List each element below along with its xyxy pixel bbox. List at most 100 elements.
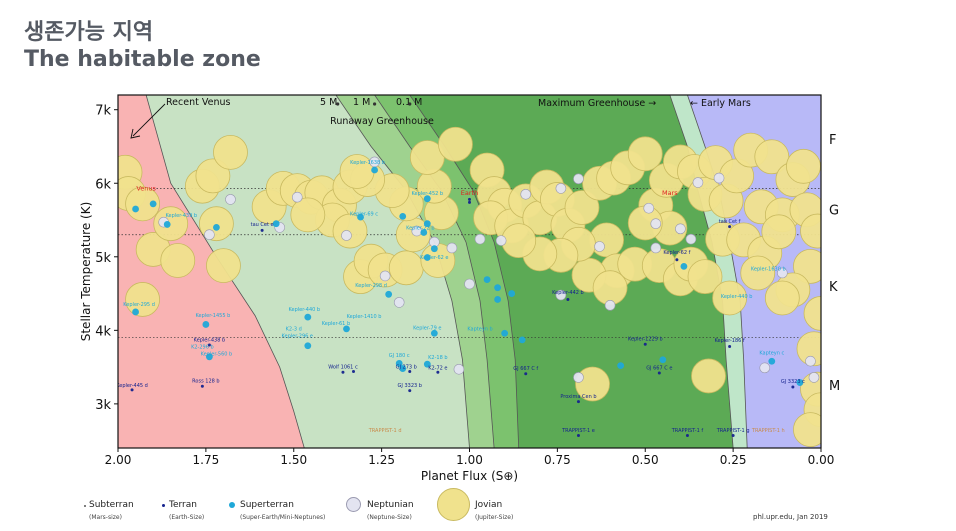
superterran-planet — [501, 329, 509, 337]
jovian-planet — [761, 214, 797, 250]
jovian-planet — [740, 255, 776, 291]
planet-label: Kepler-438 b — [194, 337, 226, 343]
recent-venus-arrow — [132, 103, 166, 137]
neptunian-planet — [594, 241, 605, 252]
planet-label: TRAPPIST-1 h — [751, 428, 785, 434]
jovian-planet — [125, 186, 161, 222]
mass-5-label: 5 M — [320, 97, 337, 108]
neptunian-planet — [555, 289, 567, 301]
superterran-planet — [483, 276, 491, 283]
superterran-planet — [304, 313, 312, 321]
x-tick-label: 0.25 — [720, 453, 747, 467]
recent-venus-label: Recent Venus — [166, 97, 231, 108]
neptunian-planet — [379, 270, 391, 282]
jovian-planet — [691, 358, 726, 394]
jovian-planet — [627, 136, 663, 172]
terran-planet — [791, 385, 795, 389]
planet-label: Kepler-452 b — [412, 191, 444, 197]
source-credit: phl.upr.edu, Jan 2019 — [753, 513, 828, 521]
terran-planet — [200, 384, 204, 388]
terran-planet — [352, 370, 356, 374]
legend-sub-jovian: (Jupiter-Size) — [475, 514, 514, 521]
jovian-planet — [195, 158, 231, 194]
terran-planet — [468, 197, 471, 201]
planet-label: Earth — [461, 189, 478, 197]
jovian-planet — [438, 126, 473, 162]
superterran-planet — [420, 229, 428, 236]
planet-label: Kapteyn c — [759, 351, 784, 357]
planet-label: Proxima Cen b — [560, 394, 596, 400]
y-axis-label: Stellar Temperature (K) — [79, 202, 93, 342]
jovian-planet — [687, 259, 723, 295]
early-mars-zone — [669, 95, 748, 448]
planet-label: GJ 3323 b — [398, 383, 422, 389]
planet-label: Kepler-79 e — [413, 326, 441, 332]
planet-label: Kepler-61 b — [322, 321, 350, 327]
legend-label-terran: Terran — [169, 500, 197, 510]
superterran-planet — [385, 290, 393, 298]
terran-planet — [643, 342, 647, 346]
planet-label: TRAPPIST-1 f — [671, 428, 704, 434]
superterran-planet — [494, 284, 502, 292]
planet-label: Kepler-298 d — [355, 283, 387, 289]
neptunian-planet — [453, 364, 465, 375]
planet-label: GJ 180 c — [389, 353, 410, 359]
y-tick-label: 5k — [95, 251, 111, 266]
superterran-planet — [371, 166, 378, 174]
superterran-planet — [132, 205, 139, 213]
neptunian-planet — [573, 372, 584, 383]
superterran-planet — [202, 321, 210, 328]
jovian-planet — [786, 148, 821, 184]
terran-planet — [731, 433, 735, 437]
jovian-planet — [213, 134, 248, 170]
planet-label: Kepler-186 f — [715, 338, 745, 344]
superterran-planet — [768, 357, 776, 365]
spectral-class-label: K — [829, 280, 838, 295]
planet-label: K2-3 d — [286, 326, 302, 332]
planet-label: K2-18 b — [428, 355, 447, 361]
terran-planet — [524, 372, 528, 376]
jovian-planet — [796, 331, 821, 367]
planet-label: TRAPPIST-1 d — [368, 428, 402, 434]
neptunian-planet — [604, 300, 616, 311]
legend-label-superterran: Superterran — [240, 500, 294, 510]
x-tick-label: 1.75 — [193, 453, 220, 467]
boundary-recent-venus — [145, 95, 305, 448]
neptunian-planet — [520, 188, 532, 200]
superterran-planet — [796, 379, 804, 386]
terran-planet — [468, 200, 471, 204]
x-tick-label: 1.00 — [456, 453, 483, 467]
terran-planet — [685, 433, 689, 437]
superterran-planet — [399, 212, 407, 220]
neptunian-planet — [808, 372, 820, 383]
superterran-planet — [659, 356, 667, 364]
planet-label: Kepler-62 f — [663, 250, 690, 256]
jovian-planet — [153, 206, 189, 242]
legend-label-subterran: Subterran — [89, 500, 134, 510]
planet-label: Wolf 1061 c — [328, 365, 358, 371]
planet-label: Kepler-439 b — [165, 213, 197, 219]
jovian-planet — [793, 412, 821, 448]
planet-label: Venus — [136, 185, 156, 193]
jovian-planet — [764, 280, 800, 316]
planet-label: Kepler-560 b — [201, 351, 233, 357]
neptunian-planet — [464, 278, 475, 290]
planet-label: TRAPPIST-1 g — [716, 428, 750, 434]
neptunian-planet — [650, 218, 662, 229]
runaway-greenhouse-label: Runaway Greenhouse — [330, 116, 434, 127]
spectral-class-label: M — [829, 379, 840, 394]
early-mars-label: ← Early Mars — [690, 98, 751, 109]
superterran-planet — [680, 262, 688, 270]
superterran-planet — [132, 308, 139, 316]
y-tick-label: 4k — [95, 324, 111, 339]
mass-marker-dot — [336, 102, 340, 106]
x-tick-label: 0.50 — [632, 453, 659, 467]
x-tick-label: 0.00 — [808, 453, 835, 467]
terran-planet — [576, 400, 580, 404]
neptunian-planet — [713, 172, 725, 184]
terran-planet — [675, 258, 679, 262]
jovian-planet — [160, 243, 196, 278]
superterran-planet — [518, 336, 526, 344]
superterran-planet — [617, 362, 625, 370]
terran-planet — [657, 371, 661, 375]
